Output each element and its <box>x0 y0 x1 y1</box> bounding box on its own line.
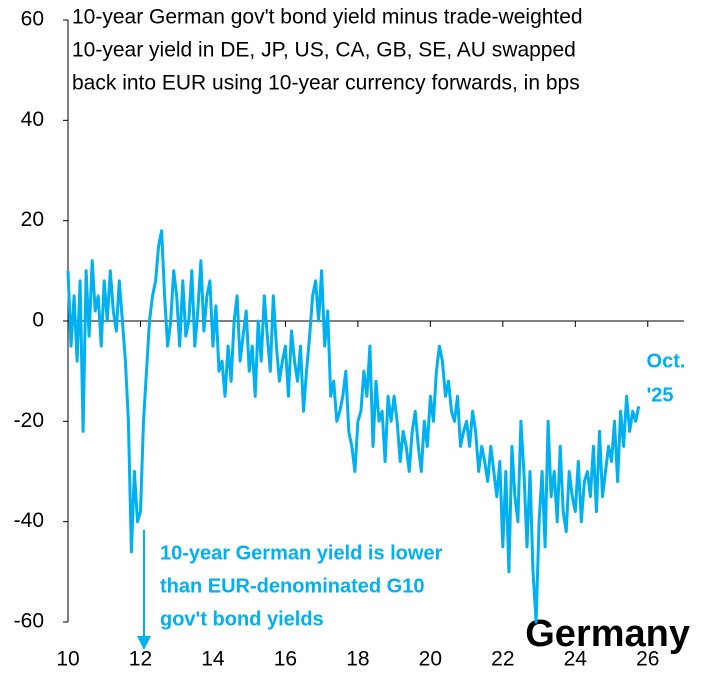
x-tick-label: 24 <box>564 648 588 671</box>
last-label: Oct. <box>647 350 686 372</box>
x-tick-label: 26 <box>636 648 659 671</box>
arrow-head <box>137 636 151 650</box>
note: 10-year German yield is lower <box>160 542 443 564</box>
y-tick-label: -40 <box>14 509 44 532</box>
note: gov't bond yields <box>160 608 324 630</box>
x-tick-label: 22 <box>491 648 514 671</box>
y-tick-label: 60 <box>21 8 44 31</box>
y-tick-label: 40 <box>21 108 44 131</box>
title-line: back into EUR using 10-year currency for… <box>72 72 580 95</box>
x-tick-label: 10 <box>56 648 79 671</box>
title-line: 10-year yield in DE, JP, US, CA, GB, SE,… <box>72 39 576 62</box>
x-tick-label: 16 <box>274 648 297 671</box>
y-tick-label: 0 <box>32 309 44 332</box>
x-tick-label: 18 <box>346 648 369 671</box>
series-line <box>66 229 641 624</box>
note: than EUR-denominated G10 <box>160 575 424 597</box>
x-tick-label: 20 <box>419 648 442 671</box>
y-tick-label: -60 <box>14 610 44 633</box>
country-label: Germany <box>525 613 690 655</box>
y-tick-label: -20 <box>14 409 44 432</box>
last-label: '25 <box>646 384 673 406</box>
x-tick-label: 14 <box>201 648 225 671</box>
axes: -60 -40 -20 0 20 40 60 10 12 14 16 18 20 22 24 26 <box>14 8 684 671</box>
title: 10-year German gov't bond yield minus tr… <box>72 6 583 95</box>
y-tick-label: 20 <box>21 208 44 231</box>
x-tick-label: 12 <box>129 648 152 671</box>
title-line: 10-year German gov't bond yield minus tr… <box>72 6 583 29</box>
